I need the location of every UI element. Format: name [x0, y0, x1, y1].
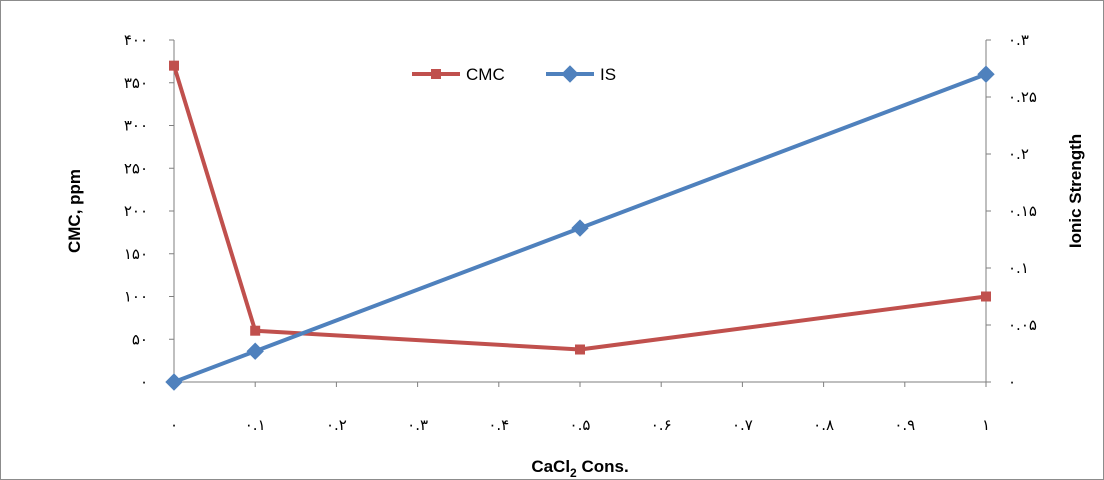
cmc-point [169, 60, 179, 71]
series-cmc [169, 60, 991, 355]
x-tick-label: ۰ [170, 416, 178, 434]
y-tick-label: ۳۰۰ [124, 117, 148, 135]
y2-tick-label: ۰.۱۵ [1008, 202, 1037, 220]
x-axis-title: CaCl2 Cons. [531, 457, 628, 480]
is-point [561, 65, 579, 83]
y-axis-title: CMC, ppm [65, 169, 84, 253]
legend-label: CMC [466, 65, 505, 84]
cmc-point [981, 291, 991, 302]
x-tick-label: ۰.۲ [326, 416, 347, 434]
y2-tick-label: ۰ [1008, 373, 1016, 391]
series-line-is [173, 72, 987, 384]
is-point [165, 373, 183, 391]
y-tick-label: ۴۰۰ [124, 31, 148, 49]
y-tick-label: ۲۰۰ [124, 202, 148, 220]
y-tick-label: ۲۵۰ [124, 159, 148, 177]
legend-label: IS [600, 65, 616, 84]
x-tick-label: ۰.۱ [245, 416, 266, 434]
cmc-point [575, 344, 585, 355]
x-tick-label: ۰.۶ [651, 416, 672, 434]
x-tick-label: ۰.۳ [407, 416, 428, 434]
y-tick-label: ۳۵۰ [124, 74, 148, 92]
y2-axis-title: Ionic Strength [1066, 134, 1085, 248]
y-tick-label: ۱۰۰ [124, 288, 148, 306]
cmc-point [250, 325, 261, 336]
is-point [246, 342, 264, 360]
series-layer [165, 60, 995, 391]
y-tick-label: ۰ [140, 373, 148, 391]
x-tick-label: ۰.۵ [570, 416, 591, 434]
x-axis-title-subscript: 2 [570, 466, 577, 480]
y2-tick-label: ۰.۲۵ [1008, 88, 1037, 106]
x-tick-label: ۰.۴ [488, 416, 509, 434]
series-is [165, 65, 995, 391]
is-point [977, 65, 995, 83]
x-tick-label: ۰.۸ [813, 416, 834, 434]
y2-tick-label: ۰.۳ [1008, 31, 1029, 49]
is-point [571, 219, 589, 237]
x-tick-label: ۰.۹ [894, 416, 915, 434]
y2-tick-label: ۰.۱ [1008, 259, 1029, 277]
x-axis-title-rest: Cons. [577, 457, 629, 476]
series-line-cmc [172, 65, 987, 352]
y2-tick-label: ۰.۰۵ [1008, 316, 1037, 334]
x-tick-label: ۰.۷ [732, 416, 753, 434]
x-axis-title-main: CaCl [531, 457, 570, 476]
y-tick-label: ۱۵۰ [124, 245, 148, 263]
x-tick-label: ۱ [982, 416, 990, 434]
legend: CMC IS [412, 65, 616, 84]
y-tick-label: ۵۰ [132, 330, 148, 348]
y2-tick-label: ۰.۲ [1008, 145, 1029, 163]
tick-labels: ۰ ۵۰ ۱۰۰ ۱۵۰ ۲۰۰ ۲۵۰ ۳۰۰ ۳۵۰ ۴۰۰ ۰ ۰.۰۵ ۰.۱ ۰.۱۵ ۰.۲ ۰… [124, 31, 1037, 434]
legend-item-is: IS [546, 65, 616, 84]
legend-item-cmc: CMC [412, 65, 505, 84]
cmc-point [431, 69, 441, 79]
